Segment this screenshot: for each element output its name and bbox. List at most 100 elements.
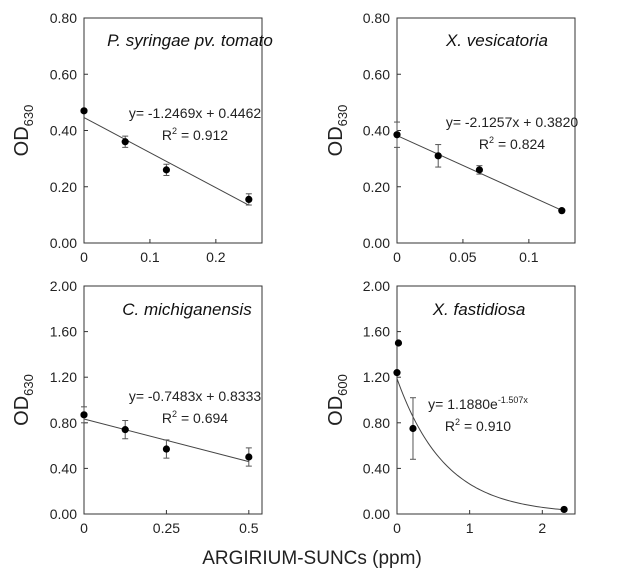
x-tick-label: 0.1	[519, 249, 539, 265]
data-point	[121, 426, 129, 434]
x-tick-label: 0.25	[153, 520, 180, 536]
y-tick-label: 0.00	[50, 235, 77, 251]
y-axis-label-text: OD	[11, 396, 33, 426]
y-axis-label-subscript: 630	[21, 105, 36, 127]
data-point	[245, 453, 253, 461]
data-point	[393, 131, 401, 139]
plot-frame	[396, 17, 576, 244]
data-point	[560, 505, 568, 514]
r-squared-label: R	[162, 127, 172, 143]
y-tick-label: 0.20	[50, 179, 77, 195]
r-squared-superscript: 2	[172, 409, 177, 419]
x-tick-label: 1	[466, 520, 474, 536]
y-tick-label: 0.80	[50, 10, 77, 26]
y-tick-label: 0.40	[50, 123, 77, 139]
y-tick-label: 0.60	[50, 66, 77, 82]
shared-x-axis-label: ARGIRIUM-SUNCs (ppm)	[202, 548, 422, 569]
r-squared-value: = 0.912	[177, 127, 228, 143]
chart-panel-4: 0.00 0.40 0.80 1.20 1.60 2.00 0 1 2 OD600 X. fasti…	[325, 278, 576, 536]
x-tick-label: 0.1	[140, 249, 160, 265]
y-tick-label: 0.80	[363, 415, 390, 431]
y-tick-label: 0.60	[363, 66, 390, 82]
r-squared: R2 = 0.824	[479, 135, 545, 152]
x-tick-label: 2	[538, 520, 546, 536]
y-tick-label: 0.40	[363, 460, 390, 476]
x-tick-label: 0	[80, 520, 88, 536]
regression-line	[83, 117, 250, 206]
r-squared-value: = 0.694	[177, 410, 228, 426]
x-tick-label: 0.2	[206, 249, 226, 265]
data-point	[409, 424, 417, 433]
chart-panel-3: 0.00 0.40 0.80 1.20 1.60 2.00 0 0.25 0.5 OD630 C. …	[11, 278, 263, 536]
fit-equation-text: y= 1.1880e	[428, 396, 498, 412]
x-tick-label: 0.5	[239, 520, 259, 536]
x-tick-label: 0	[80, 249, 88, 265]
r-squared-label: R	[479, 136, 489, 152]
x-tick-label: 0.05	[449, 249, 476, 265]
fit-equation-text: y= -1.2469x + 0.4462	[129, 105, 262, 121]
data-point	[80, 107, 88, 115]
y-axis-label: OD630	[325, 105, 350, 157]
panel-title: X. vesicatoria	[445, 31, 548, 50]
panel-title: P. syringae pv. tomato	[107, 31, 273, 50]
y-tick-label: 0.00	[363, 235, 390, 251]
data-point	[121, 138, 129, 146]
y-tick-label: 0.80	[363, 10, 390, 26]
data-point	[162, 445, 171, 453]
y-tick-label: 1.20	[50, 369, 77, 385]
y-tick-label: 1.60	[363, 324, 390, 340]
data-point	[162, 166, 171, 174]
r-squared: R2 = 0.694	[162, 409, 228, 426]
r-squared-label: R	[162, 410, 172, 426]
plot-frame	[396, 285, 576, 515]
r-squared-value: = 0.910	[460, 418, 511, 434]
regression-curve	[396, 378, 565, 511]
fit-equation: y= -1.2469x + 0.4462	[129, 105, 262, 121]
y-axis-label-subscript: 630	[21, 374, 36, 396]
x-tick-label: 0	[393, 249, 401, 265]
fit-equation: y= 1.1880e-1.507x	[428, 395, 528, 412]
y-tick-label: 0.00	[363, 506, 390, 522]
y-tick-label: 0.40	[50, 460, 77, 476]
chart-panel-2: 0.00 0.20 0.40 0.60 0.80 0 0.05 0.1 OD630 X. vesi…	[325, 10, 578, 265]
fit-equation-text: y= -0.7483x + 0.8333	[129, 388, 262, 404]
chart-panel-1: 0.00 0.20 0.40 0.60 0.80 0 0.1 0.2 OD630 P. syrin…	[11, 10, 273, 265]
y-axis-label-text: OD	[325, 126, 347, 156]
y-axis-label-text: OD	[11, 126, 33, 156]
data-point	[80, 411, 88, 419]
panel-title: C. michiganensis	[122, 300, 252, 319]
data-point	[434, 152, 442, 160]
fit-equation: y= -0.7483x + 0.8333	[129, 388, 262, 404]
y-tick-label: 1.20	[363, 369, 390, 385]
r-squared-superscript: 2	[489, 135, 494, 145]
data-point	[558, 207, 566, 215]
r-squared: R2 = 0.910	[445, 417, 511, 434]
r-squared-superscript: 2	[172, 126, 177, 136]
y-tick-label: 1.60	[50, 324, 77, 340]
y-tick-label: 2.00	[363, 278, 390, 294]
r-squared-value: = 0.824	[494, 136, 545, 152]
y-tick-label: 2.00	[50, 278, 77, 294]
panel-title: X. fastidiosa	[432, 300, 526, 319]
plot-frame	[83, 285, 263, 515]
y-axis-label: OD600	[325, 374, 350, 426]
fit-equation-exponent: -1.507x	[498, 395, 529, 405]
fit-equation-text: y= -2.1257x + 0.3820	[446, 114, 579, 130]
fit-equation: y= -2.1257x + 0.3820	[446, 114, 579, 130]
data-point	[475, 166, 484, 174]
r-squared-superscript: 2	[455, 417, 460, 427]
y-axis-label-text: OD	[325, 396, 347, 426]
y-tick-label: 0.20	[363, 179, 390, 195]
r-squared: R2 = 0.912	[162, 126, 228, 143]
y-tick-label: 0.00	[50, 506, 77, 522]
x-tick-label: 0	[393, 520, 401, 536]
y-axis-label-subscript: 630	[335, 105, 350, 127]
y-tick-label: 0.80	[50, 415, 77, 431]
y-axis-label-subscript: 600	[335, 374, 350, 396]
r-squared-label: R	[445, 418, 455, 434]
y-axis-label: OD630	[11, 374, 36, 426]
data-point	[393, 369, 401, 377]
data-point	[394, 339, 403, 347]
y-tick-label: 0.40	[363, 123, 390, 139]
